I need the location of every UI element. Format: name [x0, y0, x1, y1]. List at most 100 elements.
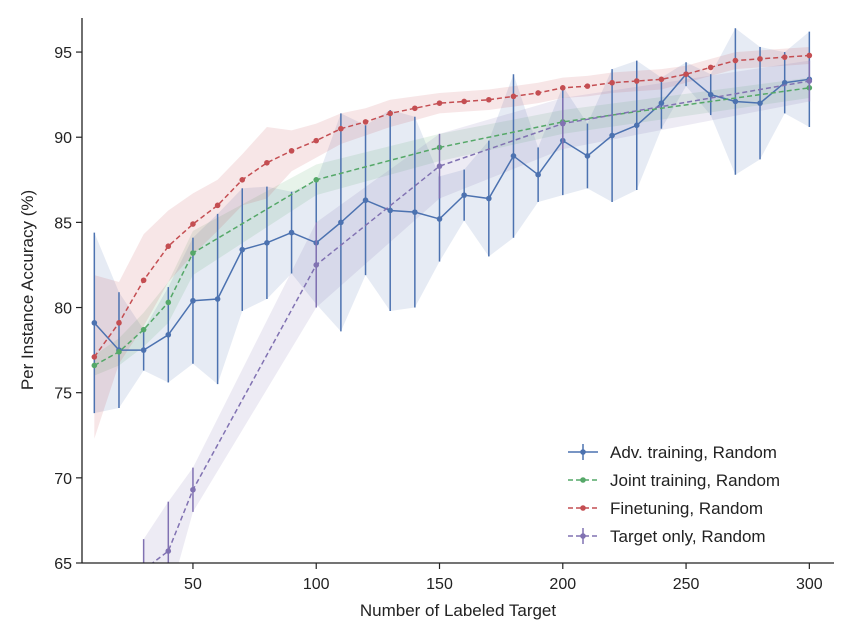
- legend-item-adv-training-random: Adv. training, Random: [568, 443, 777, 462]
- data-point: [362, 119, 369, 125]
- legend-marker: [580, 533, 586, 539]
- data-point: [510, 153, 517, 159]
- data-point: [559, 85, 566, 91]
- y-tick-label: 90: [54, 130, 72, 147]
- series-layer: [91, 28, 813, 573]
- data-point: [362, 197, 369, 204]
- data-point: [486, 195, 492, 202]
- data-point: [116, 349, 122, 355]
- data-point: [609, 132, 615, 139]
- legend-label: Target only, Random: [610, 527, 766, 546]
- data-point: [338, 219, 344, 226]
- data-point: [658, 100, 665, 106]
- data-point: [165, 331, 172, 338]
- data-point: [707, 91, 714, 98]
- data-point: [461, 192, 467, 198]
- data-point: [436, 100, 443, 106]
- x-tick-label: 200: [549, 576, 576, 593]
- data-point: [264, 240, 270, 246]
- data-point: [609, 79, 615, 86]
- data-point: [757, 56, 763, 62]
- data-point: [461, 98, 467, 105]
- target-only-random-series: [141, 60, 813, 573]
- data-point: [436, 216, 443, 222]
- data-point: [806, 52, 813, 59]
- y-tick-label: 80: [54, 301, 72, 318]
- data-point: [806, 78, 813, 84]
- y-tick-label: 85: [54, 215, 72, 232]
- data-point: [264, 159, 270, 166]
- legend-marker: [580, 477, 586, 483]
- data-point: [313, 176, 320, 183]
- data-point: [510, 93, 517, 100]
- data-point: [633, 122, 640, 129]
- data-point: [141, 567, 147, 573]
- data-point: [116, 320, 122, 326]
- y-tick-label: 75: [54, 386, 72, 403]
- finetuning-random-band: [94, 46, 810, 439]
- data-point: [190, 297, 196, 304]
- x-tick-label: 250: [673, 576, 700, 593]
- legend: Adv. training, Random Joint training, Ran…: [568, 443, 780, 546]
- data-point: [239, 246, 246, 253]
- data-point: [683, 71, 689, 78]
- data-point: [190, 250, 196, 256]
- data-point: [214, 202, 221, 209]
- data-point: [338, 125, 344, 132]
- legend-item-target-only-random: Target only, Random: [568, 527, 766, 546]
- y-tick-label: 70: [54, 471, 72, 488]
- finetuning-random-line: [93, 54, 810, 358]
- data-point: [486, 96, 492, 103]
- x-tick-label: 150: [426, 576, 453, 593]
- data-point: [165, 243, 172, 250]
- data-point: [757, 100, 763, 106]
- data-point: [165, 299, 172, 306]
- legend-item-finetuning-random: Finetuning, Random: [568, 499, 763, 518]
- data-point: [190, 486, 196, 493]
- data-point: [584, 83, 591, 89]
- legend-item-joint-training-random: Joint training, Random: [568, 471, 780, 490]
- finetuning-random-series: [91, 52, 813, 360]
- data-point: [584, 153, 591, 159]
- data-point: [633, 78, 640, 84]
- data-point: [190, 221, 196, 227]
- data-point: [535, 90, 541, 96]
- data-point: [387, 207, 393, 214]
- data-point: [91, 362, 98, 369]
- data-point: [91, 354, 98, 360]
- data-point: [140, 326, 147, 333]
- legend-label: Joint training, Random: [610, 471, 780, 490]
- data-point: [781, 79, 788, 86]
- data-point: [288, 148, 295, 154]
- y-axis-label: Per Instance Accuracy (%): [18, 190, 37, 390]
- data-point: [732, 57, 739, 64]
- x-tick-label: 300: [796, 576, 823, 593]
- x-tick-label: 100: [303, 576, 330, 593]
- x-tick-label: 50: [184, 576, 202, 593]
- data-point: [313, 137, 320, 144]
- tick-layer: 50 100 150 200 250 300 65 70 75 80 85 90 95: [54, 45, 823, 593]
- data-point: [91, 320, 98, 326]
- data-point: [288, 229, 295, 236]
- legend-label: Finetuning, Random: [610, 499, 763, 518]
- target-only-random-band: [143, 60, 810, 563]
- y-tick-label: 65: [54, 556, 72, 573]
- data-point: [412, 209, 418, 215]
- legend-marker: [580, 449, 586, 455]
- legend-marker: [580, 505, 586, 511]
- data-point: [239, 176, 246, 183]
- data-point: [732, 98, 739, 105]
- adv-training-random-line: [93, 73, 810, 351]
- legend-label: Adv. training, Random: [610, 443, 777, 462]
- x-axis-label: Number of Labeled Target: [360, 601, 557, 620]
- adv-training-random-band: [94, 28, 810, 414]
- y-tick-label: 95: [54, 45, 72, 62]
- data-point: [559, 120, 566, 127]
- data-point: [658, 76, 665, 83]
- data-point: [313, 262, 320, 268]
- data-point: [140, 347, 147, 353]
- data-point: [387, 110, 393, 117]
- data-point: [165, 548, 172, 554]
- data-point: [140, 277, 147, 284]
